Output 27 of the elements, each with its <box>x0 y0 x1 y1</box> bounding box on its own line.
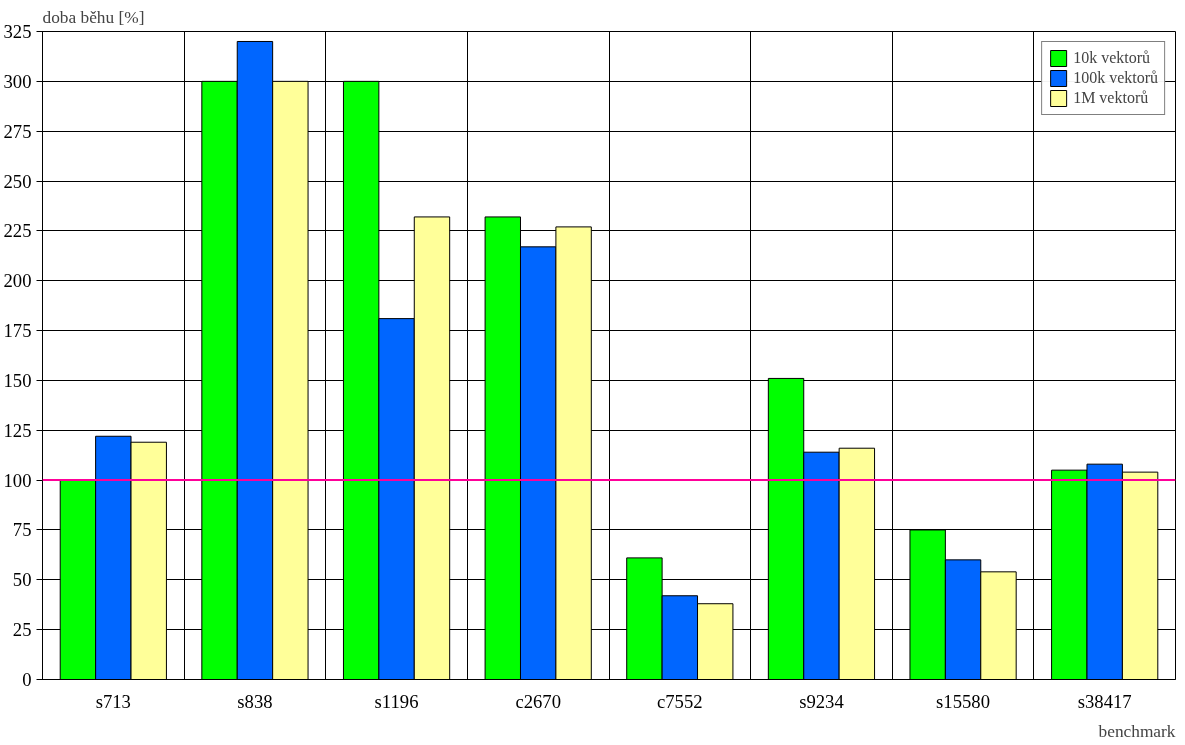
legend-label: 100k vektorů <box>1073 69 1158 87</box>
y-tick-label: 250 <box>3 170 32 192</box>
x-axis-title: benchmark <box>1098 721 1176 741</box>
y-tick-label: 50 <box>12 569 32 591</box>
x-tick-label: s1196 <box>374 690 419 712</box>
y-tick-label: 150 <box>3 369 32 391</box>
y-tick-label: 325 <box>3 21 32 42</box>
x-tick-label: s838 <box>237 690 273 712</box>
y-tick-label: 300 <box>3 70 32 92</box>
x-tick-label: s38417 <box>1077 690 1132 712</box>
x-tick-label: s9234 <box>799 690 845 712</box>
y-tick-label: 225 <box>3 220 32 242</box>
y-tick-label: 175 <box>3 320 32 342</box>
x-tick-label: s713 <box>95 690 131 712</box>
y-tick-label: 25 <box>12 619 32 641</box>
y-tick-label: 0 <box>22 669 32 690</box>
x-tick-label: c7552 <box>657 690 703 712</box>
y-tick-label: 100 <box>3 469 32 491</box>
legend-label: 10k vektorů <box>1073 49 1150 67</box>
legend-label: 1M vektorů <box>1073 89 1149 107</box>
y-axis-title: doba běhu [%] <box>42 7 145 27</box>
x-tick-label: c2670 <box>515 690 561 712</box>
y-tick-label: 75 <box>12 519 32 541</box>
y-tick-label: 275 <box>3 120 32 142</box>
x-tick-label: s15580 <box>936 690 991 712</box>
y-tick-label: 200 <box>3 270 32 292</box>
y-tick-label: 125 <box>3 419 32 441</box>
